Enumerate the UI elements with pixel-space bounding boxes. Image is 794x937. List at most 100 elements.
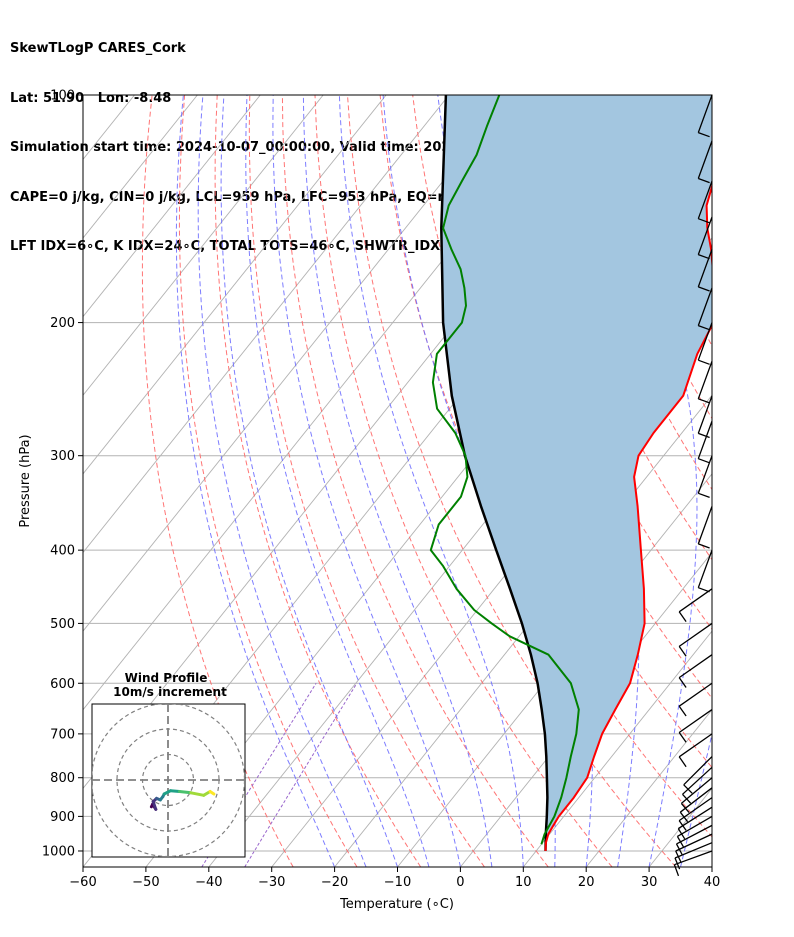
y-tick-label: 1000: [42, 844, 75, 859]
wind-barb: [683, 756, 713, 794]
dry-adiabat-line: [347, 95, 677, 867]
moist-adiabat-line: [197, 95, 367, 867]
wind-barb: [675, 833, 713, 863]
wind-barb: [678, 654, 713, 688]
x-tick-label: −50: [132, 875, 159, 890]
parcel-profile-line: [440, 95, 549, 852]
dry-adiabat-line: [575, 95, 712, 420]
y-tick-label: 200: [50, 316, 75, 331]
wind-barb: [697, 455, 713, 499]
y-tick-label: 100: [50, 89, 75, 104]
wind-barb: [697, 180, 713, 224]
wind-barb: [697, 506, 713, 549]
dry-adiabat-line: [705, 95, 712, 113]
isotherm-line: [334, 394, 712, 867]
x-tick-label: −40: [195, 875, 222, 890]
wind-barb: [697, 420, 713, 464]
isotherm-line: [585, 709, 712, 867]
x-tick-label: 30: [641, 875, 658, 890]
wind-barb: [697, 216, 713, 260]
moist-adiabat-line: [175, 95, 336, 867]
axes: −60 −50 −40 −30 −20 −10 0 10 20 30 40 1000 900 800 700…: [42, 89, 720, 891]
moist-adiabat-line: [245, 95, 430, 867]
y-axis-label: Pressure (hPa): [18, 434, 33, 527]
isotherm-line: [83, 95, 324, 396]
wind-barb: [697, 395, 713, 439]
x-tick-label: −60: [69, 875, 96, 890]
wind-barb: [678, 733, 713, 768]
dry-adiabat-line: [314, 95, 613, 867]
moist-adiabat-line: [220, 95, 398, 867]
y-tick-label: 800: [50, 771, 75, 786]
x-tick-label: 10: [515, 875, 532, 890]
wind-barb: [697, 549, 713, 593]
hodograph-segment: [208, 790, 216, 796]
moist-adiabat-line: [302, 95, 493, 867]
y-tick-label: 900: [50, 810, 75, 825]
hodograph-segment: [189, 791, 206, 797]
dry-adiabat-line: [178, 95, 358, 867]
wind-barb: [697, 94, 713, 138]
dewpoint-line: [429, 95, 580, 845]
y-tick-label: 700: [50, 727, 75, 742]
wind-barb: [676, 815, 713, 848]
x-tick-label: 0: [456, 875, 464, 890]
hodograph-segment: [178, 790, 193, 795]
location-text: Lat: 51.90 Lon: -8.48: [10, 90, 172, 106]
wind-barb: [678, 622, 713, 657]
inset-ring: [92, 704, 245, 857]
x-tick-label: −20: [321, 875, 348, 890]
wind-barbs: [673, 94, 713, 877]
isotherm-line: [83, 95, 261, 318]
y-tick-label: 300: [50, 449, 75, 464]
wind-barb: [675, 824, 713, 855]
isotherm-line: [83, 95, 198, 239]
wind-barb: [673, 850, 713, 877]
wind-barb: [678, 797, 713, 831]
dry-adiabat-line: [214, 95, 422, 867]
wind-barb: [678, 682, 713, 717]
inset-title: Wind Profile: [125, 671, 208, 685]
dry-adiabat-line: [739, 95, 794, 867]
isotherm-line: [83, 95, 450, 554]
inset-subtitle: 10m/s increment: [113, 685, 227, 699]
dry-adiabat-line: [281, 95, 549, 867]
wind-barb: [678, 709, 713, 743]
moist-adiabat-line: [272, 95, 461, 867]
wind-barb: [697, 287, 713, 331]
isotherm-line: [775, 95, 794, 867]
mixing-ratio-line: [201, 683, 317, 867]
moist-adiabat-line: [711, 865, 712, 867]
x-tick-label: −30: [258, 875, 285, 890]
y-tick-label: 400: [50, 544, 75, 559]
wind-barb: [697, 361, 713, 404]
cape-fill-area: [441, 95, 712, 851]
y-tick-label: 500: [50, 617, 75, 632]
x-tick-label: 40: [704, 875, 721, 890]
dry-adiabat-line: [771, 95, 794, 867]
x-tick-label: −10: [384, 875, 411, 890]
x-axis-label: Temperature (∘C): [339, 897, 454, 912]
dry-adiabat-line: [379, 95, 712, 838]
wind-barb: [682, 766, 713, 804]
moist-adiabat-line: [599, 95, 698, 867]
wind-barb: [697, 249, 713, 292]
x-tick-label: 20: [578, 875, 595, 890]
isotherm-line: [83, 95, 387, 475]
y-tick-label: 600: [50, 677, 75, 692]
isotherm-line: [522, 630, 712, 867]
cape-fill-layer: [441, 95, 712, 851]
mixing-ratio-line: [244, 683, 358, 867]
moist-adiabat-line: [338, 95, 524, 867]
wind-barb: [677, 806, 713, 840]
chart-title: SkewTLogP CARES_Cork: [10, 41, 186, 56]
wind-profile-inset: Wind Profile 10m/s increment: [91, 671, 246, 858]
isotherm-line: [711, 866, 712, 867]
wind-barb: [697, 140, 713, 184]
dry-adiabat-line: [141, 95, 294, 867]
isotherm-line: [83, 95, 513, 632]
moist-adiabat-line: [744, 95, 794, 867]
dry-adiabat-line: [248, 95, 485, 867]
wind-barb: [697, 322, 713, 365]
